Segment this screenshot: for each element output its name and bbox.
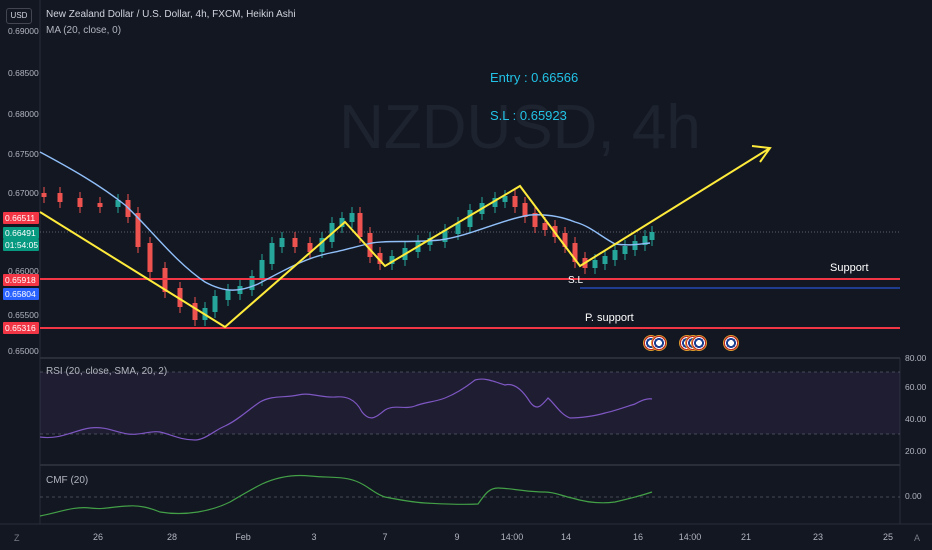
candle-body (492, 198, 498, 207)
candle-body (427, 238, 433, 245)
candle-body (177, 288, 183, 307)
price-badge-current-high: 0.66511 (3, 212, 39, 224)
price-tick: 0.67500 (8, 149, 39, 159)
rsi-tick: 60.00 (905, 382, 927, 392)
time-tick: 28 (166, 532, 178, 542)
candle-body (602, 256, 608, 264)
sl-marker-label[interactable]: S.L (568, 275, 584, 286)
candle-body (467, 210, 473, 227)
cmf-line[interactable] (39, 474, 653, 517)
time-tick: 14:00 (678, 532, 702, 542)
candles-group (41, 187, 655, 326)
price-badge-last: 0.66491 (3, 227, 39, 239)
timezone-icon[interactable]: Z (14, 533, 20, 543)
price-tick: 0.68000 (8, 109, 39, 119)
candle-body (97, 203, 103, 207)
chart-title: New Zealand Dollar / U.S. Dollar, 4h, FX… (46, 9, 296, 20)
rsi-legend[interactable]: RSI (20, close, SMA, 20, 2) (46, 366, 168, 377)
symbol-watermark: NZDUSD, 4h (339, 93, 701, 162)
ma-legend[interactable]: MA (20, close, 0) (46, 25, 122, 36)
arrow-head (751, 145, 772, 163)
auto-scale-button[interactable]: A (914, 533, 921, 543)
candle-body (632, 241, 638, 250)
candle-body (389, 256, 395, 264)
candle-body (592, 260, 598, 268)
price-badge-stop-loss: 0.65804 (3, 288, 39, 300)
candle-body (77, 198, 83, 207)
price-tick: 0.66000 (8, 266, 39, 276)
candle-body (442, 230, 448, 242)
time-tick: 26 (92, 532, 104, 542)
candle-body (542, 223, 548, 230)
candle-body (612, 250, 618, 260)
candle-body (115, 200, 121, 207)
candle-body (147, 243, 153, 272)
candle-body (562, 233, 568, 247)
time-tick: 14:00 (500, 532, 524, 542)
time-tick: Feb (235, 532, 251, 542)
candle-body (512, 196, 518, 207)
rsi-band (40, 372, 900, 434)
rsi-tick: 20.00 (905, 446, 927, 456)
candle-body (339, 218, 345, 227)
candle-body (279, 238, 285, 247)
candle-body (41, 193, 47, 197)
price-tick: 0.67000 (8, 188, 39, 198)
entry-annotation[interactable]: Entry : 0.66566 (490, 70, 579, 85)
time-tick: 7 (382, 532, 388, 542)
candle-body (349, 213, 355, 222)
cmf-legend[interactable]: CMF (20) (46, 475, 89, 486)
candle-body (522, 203, 528, 217)
candle-body (259, 260, 265, 280)
candle-body (357, 213, 363, 237)
price-badge-support: 0.65918 (3, 274, 39, 286)
p-support-label[interactable]: P. support (585, 312, 634, 324)
price-tick: 0.65000 (8, 346, 39, 356)
time-tick: 23 (812, 532, 824, 542)
candle-body (502, 196, 508, 202)
cmf-tick: 0.00 (905, 491, 922, 501)
candle-body (135, 213, 141, 247)
time-tick: 14 (560, 532, 572, 542)
us-flag-icon[interactable] (652, 336, 666, 350)
time-tick: 16 (632, 532, 644, 542)
candle-body (307, 243, 313, 252)
candle-countdown: 01:54:05 (3, 239, 39, 251)
candle-body (269, 243, 275, 264)
candle-body (192, 303, 198, 320)
time-tick: 25 (882, 532, 894, 542)
candle-body (249, 276, 255, 290)
candle-body (455, 223, 461, 234)
candle-body (292, 238, 298, 247)
rsi-line[interactable] (39, 378, 653, 441)
candle-body (572, 243, 578, 262)
currency-button[interactable]: USD (6, 8, 32, 24)
price-badge-p-support: 0.65316 (3, 322, 39, 334)
rsi-tick: 40.00 (905, 414, 927, 424)
zigzag-line[interactable] (39, 147, 771, 329)
candle-body (212, 296, 218, 312)
ma-line[interactable] (39, 151, 651, 291)
candle-body (225, 290, 231, 300)
time-tick: 9 (454, 532, 460, 542)
candle-body (649, 232, 655, 240)
candle-body (367, 233, 373, 257)
candle-body (319, 238, 325, 252)
time-tick: 21 (740, 532, 752, 542)
candle-body (642, 236, 648, 245)
price-tick: 0.68500 (8, 68, 39, 78)
rsi-tick: 80.00 (905, 353, 927, 363)
candle-body (532, 213, 538, 227)
price-tick: 0.69000 (8, 26, 39, 36)
support-label[interactable]: Support (830, 262, 869, 274)
price-tick: 0.65500 (8, 310, 39, 320)
time-tick: 3 (311, 532, 317, 542)
us-flag-icon[interactable] (724, 336, 738, 350)
sl-annotation[interactable]: S.L : 0.65923 (490, 108, 567, 123)
candle-body (57, 193, 63, 202)
candle-body (622, 246, 628, 254)
candle-body (377, 253, 383, 264)
us-flag-icon[interactable] (692, 336, 706, 350)
